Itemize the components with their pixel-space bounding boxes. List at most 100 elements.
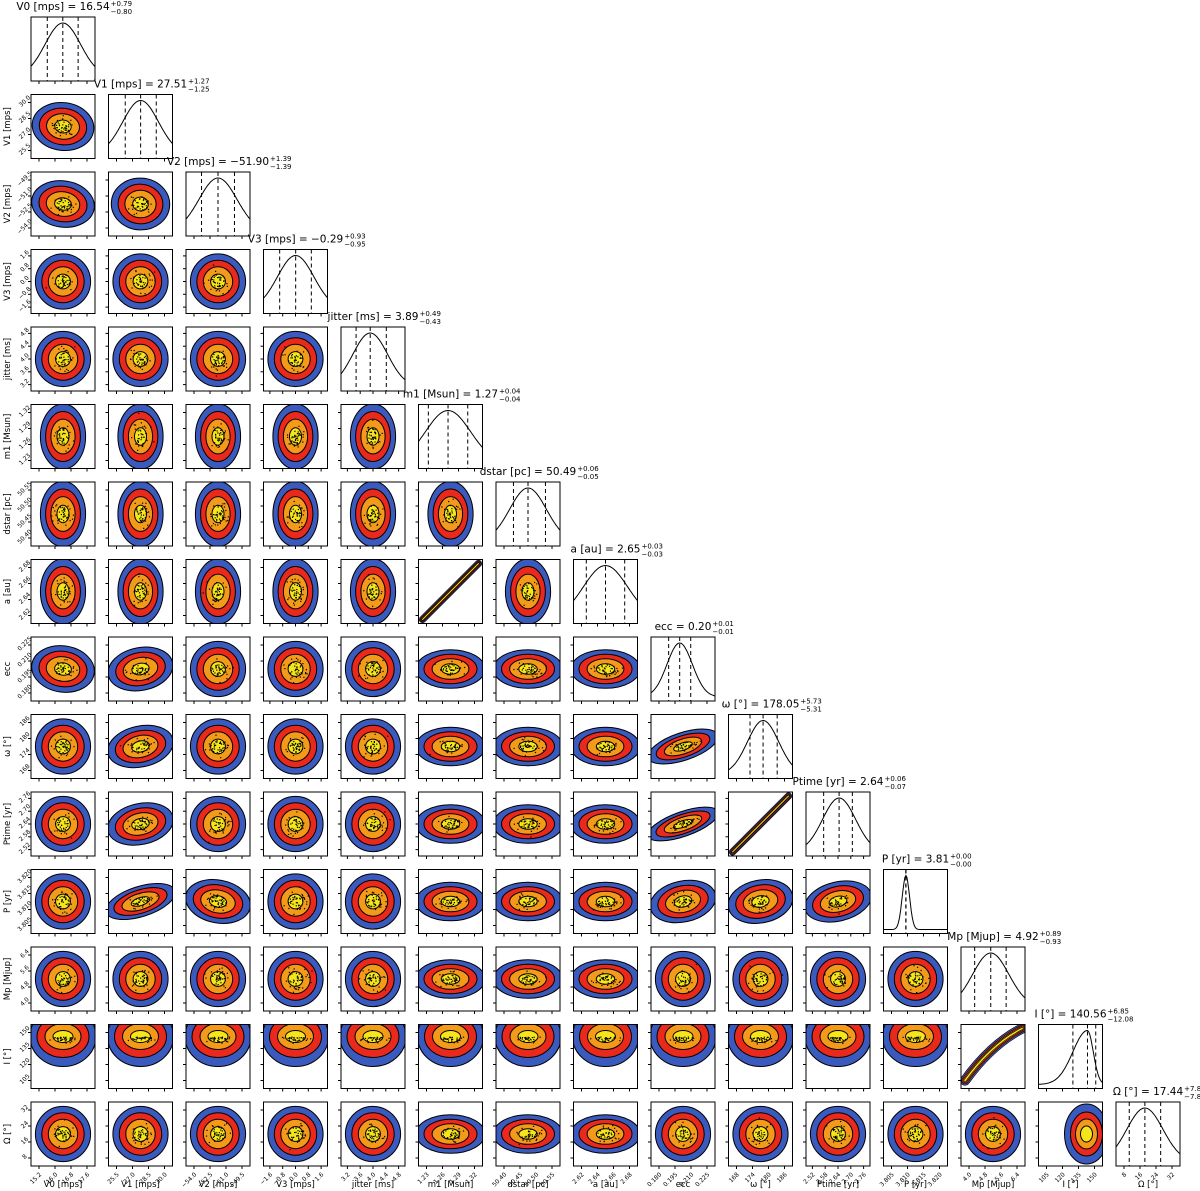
sample-point [57,591,59,593]
sample-point [57,746,59,748]
sample-point [291,1036,293,1038]
sample-point [140,514,142,516]
sample-point [756,978,758,980]
sample-point [54,1037,56,1039]
sample-point [533,822,535,825]
sample-point [373,511,375,513]
contour-panel [415,636,483,704]
sample-point [452,664,454,666]
sample-point [60,748,62,750]
sample-point [753,980,755,983]
sample-point [300,976,302,979]
sample-point [445,520,447,522]
sample-point [226,366,228,368]
sample-point [596,754,598,756]
sample-point [607,975,609,977]
sample-point [67,980,69,982]
sample-point [453,979,456,981]
sample-point [365,746,367,748]
sample-point [299,979,301,981]
sample-point [141,588,143,590]
sample-point [217,584,219,586]
sample-point [455,819,457,821]
sample-point [845,894,848,897]
sample-point [372,436,374,439]
sample-point [146,900,148,902]
sample-point [210,669,212,671]
sample-point [214,895,216,897]
sample-point [364,744,366,746]
sample-point [918,977,920,979]
sample-point [291,822,293,824]
sample-point [150,743,153,745]
sample-point [141,444,144,446]
sample-point [227,519,229,522]
sample-point [131,204,133,206]
sample-point [517,822,519,824]
sample-point [59,357,61,359]
sample-point [670,752,672,754]
sample-point [65,897,67,899]
sample-point [455,743,457,745]
sample-point [690,900,692,903]
sample-point [65,983,67,985]
sample-point [762,900,765,902]
sample-point [221,971,223,973]
sample-point [216,598,218,600]
sample-point [57,819,59,821]
sample-point [595,903,597,905]
sample-point [146,978,148,980]
sample-point [143,977,145,979]
sample-point [295,676,297,678]
sample-point [525,897,527,900]
sample-point [525,981,527,983]
sample-point [137,669,139,671]
sample-point [456,977,458,979]
sample-point [531,597,533,599]
sample-point [846,901,849,904]
sample-point [210,1037,212,1039]
sample-point [222,360,224,362]
sample-point [288,681,290,683]
sample-point [382,670,384,673]
sample-point [621,667,624,669]
sample-point [294,988,296,990]
sample-point [450,901,453,903]
sample-point [219,822,221,824]
contour-band [422,563,479,620]
sample-point [213,894,215,896]
sample-point [215,675,217,677]
sample-point [372,520,374,522]
sample-point [140,977,142,979]
sample-point [217,354,219,356]
sample-point [449,978,451,980]
sample-point [601,902,603,904]
sample-point [533,820,535,822]
sample-point [68,670,70,672]
contour-level [751,895,770,908]
sample-point [540,673,542,675]
panel-frame [185,1024,251,1089]
sample-point [62,667,64,669]
sample-point [58,283,60,285]
sample-point [299,365,301,367]
sample-point [291,744,294,746]
sample-point [449,982,451,984]
sample-point [304,968,306,970]
y-tick-label: 2.58 [18,828,33,843]
contour-panel [183,249,251,317]
sample-point [141,579,144,581]
param-title: jitter [ms] = 3.89 [327,311,419,323]
sample-point [448,822,450,824]
contour-panel [260,714,328,782]
sample-point [598,743,600,745]
sample-point [442,740,444,742]
sample-point [377,818,379,820]
sample-point [529,745,531,747]
sample-point [613,820,615,822]
sample-point [762,909,764,911]
sample-point [72,666,75,668]
sample-point [216,673,219,675]
sample-point [534,980,537,982]
sample-point [454,745,456,747]
